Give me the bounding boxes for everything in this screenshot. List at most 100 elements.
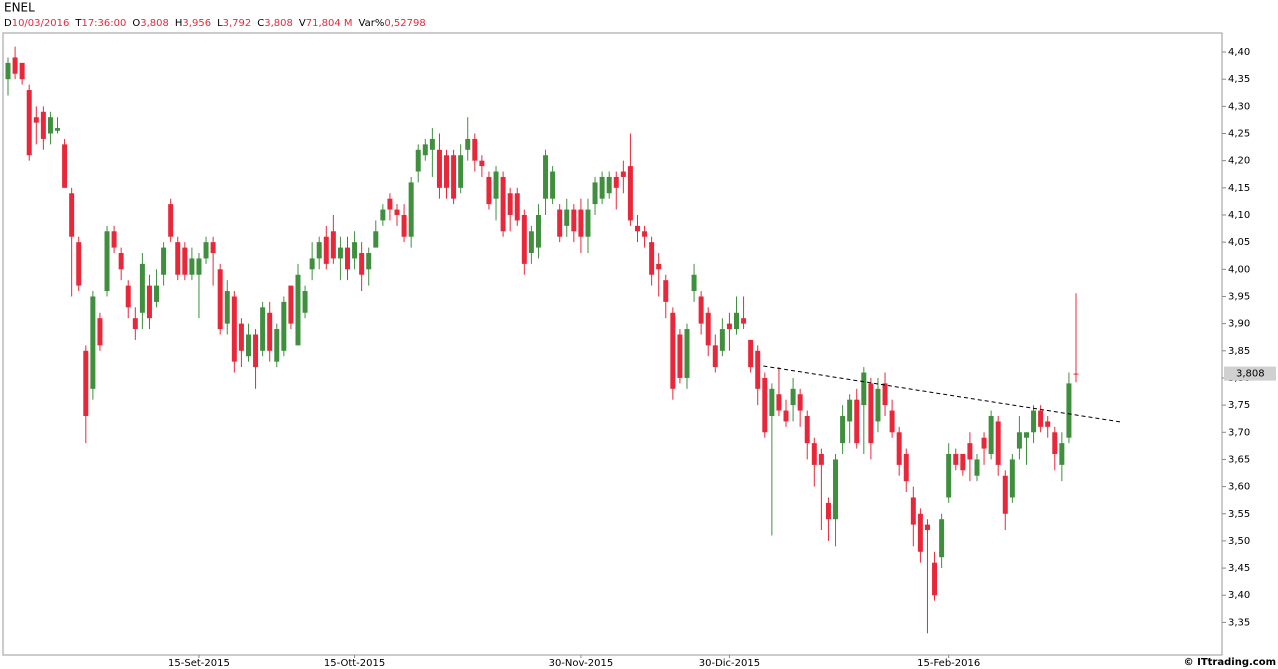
candle-body xyxy=(281,301,287,351)
candle-body xyxy=(868,383,874,444)
candle-body xyxy=(656,263,662,270)
info-label: Var% xyxy=(359,18,385,29)
candle-body xyxy=(903,454,909,482)
y-tick-label: 4,35 xyxy=(1228,74,1250,85)
candle-body xyxy=(288,285,294,324)
candle-body xyxy=(840,415,846,444)
candle-body xyxy=(19,62,25,80)
y-tick-label: 3,50 xyxy=(1228,536,1250,547)
candle-body xyxy=(854,399,860,444)
candle-body xyxy=(755,350,761,389)
candle-body xyxy=(882,383,888,406)
candle-body xyxy=(995,421,1001,465)
info-value: 3,808 xyxy=(140,18,169,29)
candle-body xyxy=(769,388,775,416)
info-label: D xyxy=(4,18,12,29)
candle-body xyxy=(613,176,619,188)
candle-body xyxy=(1045,421,1051,427)
candle-body xyxy=(47,117,53,134)
candle-body xyxy=(366,253,372,270)
candle-body xyxy=(274,329,280,362)
candle-body xyxy=(118,253,124,270)
candle-body xyxy=(161,247,167,275)
candle-body xyxy=(924,524,930,531)
candle-body xyxy=(493,171,499,199)
info-value: 3,808 xyxy=(264,18,293,29)
candle-body xyxy=(825,502,831,520)
candle-body xyxy=(429,138,435,150)
candle-body xyxy=(267,312,273,351)
candle-body xyxy=(627,166,633,221)
candle-body xyxy=(309,258,315,270)
info-value: 71,804 M xyxy=(306,18,353,29)
x-tick-label: 15-Set-2015 xyxy=(168,658,230,669)
candle-body xyxy=(578,209,584,237)
info-label: O xyxy=(132,18,140,29)
candle-body xyxy=(741,318,747,324)
candle-body xyxy=(472,138,478,161)
candle-body xyxy=(1073,373,1079,375)
plot-frame xyxy=(2,32,1223,656)
candle-body xyxy=(302,291,308,313)
info-label: V xyxy=(299,18,306,29)
y-tick-label: 4,00 xyxy=(1228,264,1250,275)
candle-body xyxy=(486,176,492,205)
y-tick-label: 3,45 xyxy=(1228,563,1250,574)
source: © ITtrading.com xyxy=(1184,657,1276,668)
candle-body xyxy=(649,242,655,275)
candle-body xyxy=(592,182,598,205)
y-tick-label: 3,60 xyxy=(1228,482,1250,493)
candle-body xyxy=(762,377,768,433)
info-value: 17:36:00 xyxy=(81,18,126,29)
candle-body xyxy=(748,339,754,368)
candle-body xyxy=(564,209,570,226)
candle-body xyxy=(1052,432,1058,455)
info-label: T xyxy=(74,18,82,29)
candle-body xyxy=(677,334,683,378)
candle-body xyxy=(132,318,138,330)
candle-body xyxy=(415,149,421,172)
candle-body xyxy=(670,312,676,389)
y-tick-label: 4,40 xyxy=(1228,47,1250,58)
info-value: 0,52798 xyxy=(384,18,425,29)
candle-body xyxy=(1038,410,1044,427)
y-tick-label: 3,55 xyxy=(1228,509,1250,520)
candle-body xyxy=(245,334,251,357)
candle-body xyxy=(146,285,152,319)
candle-body xyxy=(535,214,541,248)
candle-body xyxy=(719,329,725,351)
candle-body xyxy=(861,372,867,406)
candle-body xyxy=(620,171,626,177)
y-tick-label: 3,40 xyxy=(1228,590,1250,601)
candle-body xyxy=(323,236,329,264)
y-tick-label: 4,10 xyxy=(1228,210,1250,221)
trendline xyxy=(763,365,1121,423)
candle-body xyxy=(543,155,549,199)
candle-body xyxy=(776,394,782,411)
candle-body xyxy=(210,242,216,254)
candle-body xyxy=(168,204,174,237)
candle-body xyxy=(337,247,343,259)
candle-body xyxy=(344,247,350,270)
candle-body xyxy=(90,296,96,389)
candle-body xyxy=(790,388,796,406)
candle-body xyxy=(953,454,959,465)
candle-body xyxy=(939,519,945,558)
y-tick-label: 4,05 xyxy=(1228,237,1250,248)
info-value: 3,956 xyxy=(182,18,211,29)
candle-body xyxy=(26,90,32,156)
candle-body xyxy=(896,432,902,465)
candle-body xyxy=(62,144,68,188)
candle-body xyxy=(500,176,506,232)
candle-body xyxy=(585,209,591,237)
y-tick-label: 4,25 xyxy=(1228,128,1250,139)
candle-body xyxy=(436,149,442,188)
y-tick-label: 4,15 xyxy=(1228,183,1250,194)
candle-body xyxy=(380,209,386,221)
candle-body xyxy=(260,307,266,351)
candle-body xyxy=(691,274,697,292)
candle-body xyxy=(1066,383,1072,438)
chart-title: ENEL xyxy=(4,1,35,15)
x-tick-label: 30-Dic-2015 xyxy=(699,658,760,669)
candle-body xyxy=(847,399,853,422)
